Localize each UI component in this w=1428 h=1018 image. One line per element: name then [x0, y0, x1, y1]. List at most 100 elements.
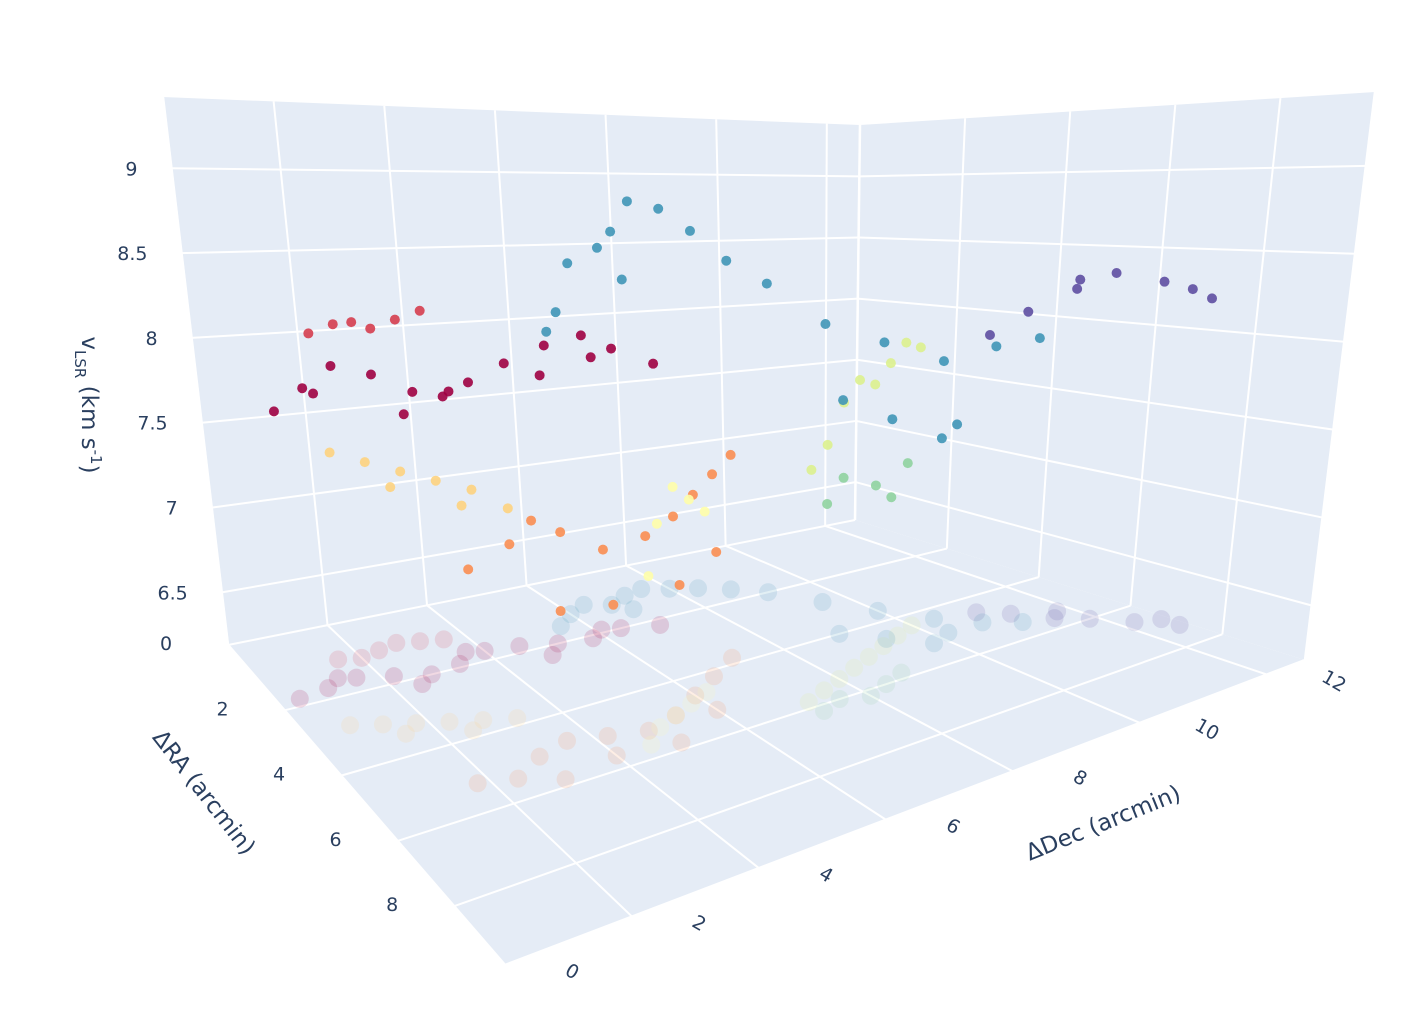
z-title-mid: (km s — [76, 378, 102, 449]
floor-projection — [551, 617, 570, 636]
grid-line — [604, 114, 628, 566]
data-point — [938, 356, 949, 367]
z-tick-label: 6.5 — [158, 582, 188, 604]
floor-projection — [384, 667, 403, 686]
grid-line — [383, 105, 429, 606]
floor-projection — [651, 615, 670, 634]
grid-line — [1221, 97, 1282, 635]
floor-projection — [413, 675, 432, 694]
data-point — [936, 433, 947, 444]
data-point — [1187, 284, 1198, 295]
data-point — [498, 358, 509, 369]
floor-projection — [967, 603, 986, 622]
floor-projection — [708, 700, 727, 719]
floor-projection — [558, 731, 577, 750]
floor-projection — [868, 601, 887, 620]
data-point — [648, 358, 659, 369]
data-point — [414, 305, 425, 316]
z-title-base: v — [76, 336, 102, 350]
floor-projection — [830, 624, 849, 643]
floor-projection — [1048, 602, 1067, 621]
z-title-end: ) — [76, 465, 102, 474]
data-point — [385, 482, 396, 493]
floor-projection — [561, 605, 580, 624]
grid-line — [201, 358, 858, 424]
grid-line — [854, 124, 861, 521]
floor-projection — [686, 686, 705, 705]
grid-line — [858, 236, 1356, 255]
grid — [161, 91, 1377, 967]
floor-projection — [925, 634, 944, 653]
floor-projection — [830, 690, 849, 709]
grid-line — [426, 604, 760, 869]
data-point — [915, 342, 926, 353]
data-point — [430, 475, 441, 486]
data-point — [303, 328, 314, 339]
floor-projection — [642, 735, 661, 754]
axis-edge — [504, 658, 1306, 967]
x-tick-label: 8 — [1069, 766, 1090, 791]
floor-projection — [660, 579, 679, 598]
data-point — [870, 480, 881, 491]
data-point — [885, 358, 896, 369]
data-point — [683, 494, 694, 505]
floor-projection — [407, 714, 426, 733]
floor-projection — [877, 629, 896, 648]
floor-projection — [874, 637, 893, 656]
floor-projection — [440, 712, 459, 731]
floor-projection — [845, 658, 864, 677]
x-tick-label: 2 — [688, 911, 709, 936]
grid-line — [493, 110, 528, 586]
floor-projection — [815, 681, 834, 700]
data-point — [463, 564, 474, 575]
data-point — [327, 319, 338, 330]
floor-projection — [1170, 615, 1189, 634]
floor-projection — [925, 609, 944, 628]
x-tick-label: 12 — [1318, 666, 1350, 697]
floor-projection — [704, 667, 723, 686]
data-point — [541, 326, 552, 337]
data-point — [674, 579, 685, 590]
data-point — [456, 500, 467, 511]
z-tick-label: 8.5 — [117, 243, 147, 265]
grid-line — [1037, 111, 1072, 578]
floor-projection — [548, 634, 567, 653]
floor-projection — [973, 613, 992, 632]
grid-line — [191, 297, 858, 339]
axis-edge — [1303, 91, 1377, 661]
grid-line — [855, 481, 1312, 607]
floor-projection — [830, 669, 849, 688]
data-point — [870, 379, 881, 390]
data-point — [643, 571, 654, 582]
data-point — [562, 258, 573, 269]
data-point — [407, 386, 418, 397]
data-point — [1111, 268, 1122, 279]
floor-projection — [888, 626, 907, 645]
data-point — [550, 307, 561, 318]
grid-line — [715, 119, 727, 546]
data-point — [651, 518, 662, 529]
grid-line — [453, 633, 1223, 908]
floor-projection — [1125, 613, 1144, 632]
floor-projection — [328, 669, 347, 688]
z-axis-title: vLSR (km s-1) — [71, 336, 105, 473]
data-point — [886, 492, 897, 503]
grid-line — [1129, 104, 1177, 606]
data-point — [684, 225, 695, 236]
data-point — [721, 255, 732, 266]
grid-line — [856, 419, 1323, 519]
floor-projection — [939, 623, 958, 642]
grid-line — [227, 519, 856, 646]
data-point — [389, 314, 400, 325]
floor-projection — [508, 709, 527, 728]
floor-projection — [666, 706, 685, 725]
x-tick-label: 6 — [942, 814, 963, 839]
data-point — [901, 337, 912, 348]
floor-projection — [759, 583, 778, 602]
grid-line — [725, 544, 1141, 724]
data-point — [608, 599, 619, 610]
floor-projection — [666, 706, 685, 725]
data-point — [462, 377, 473, 388]
